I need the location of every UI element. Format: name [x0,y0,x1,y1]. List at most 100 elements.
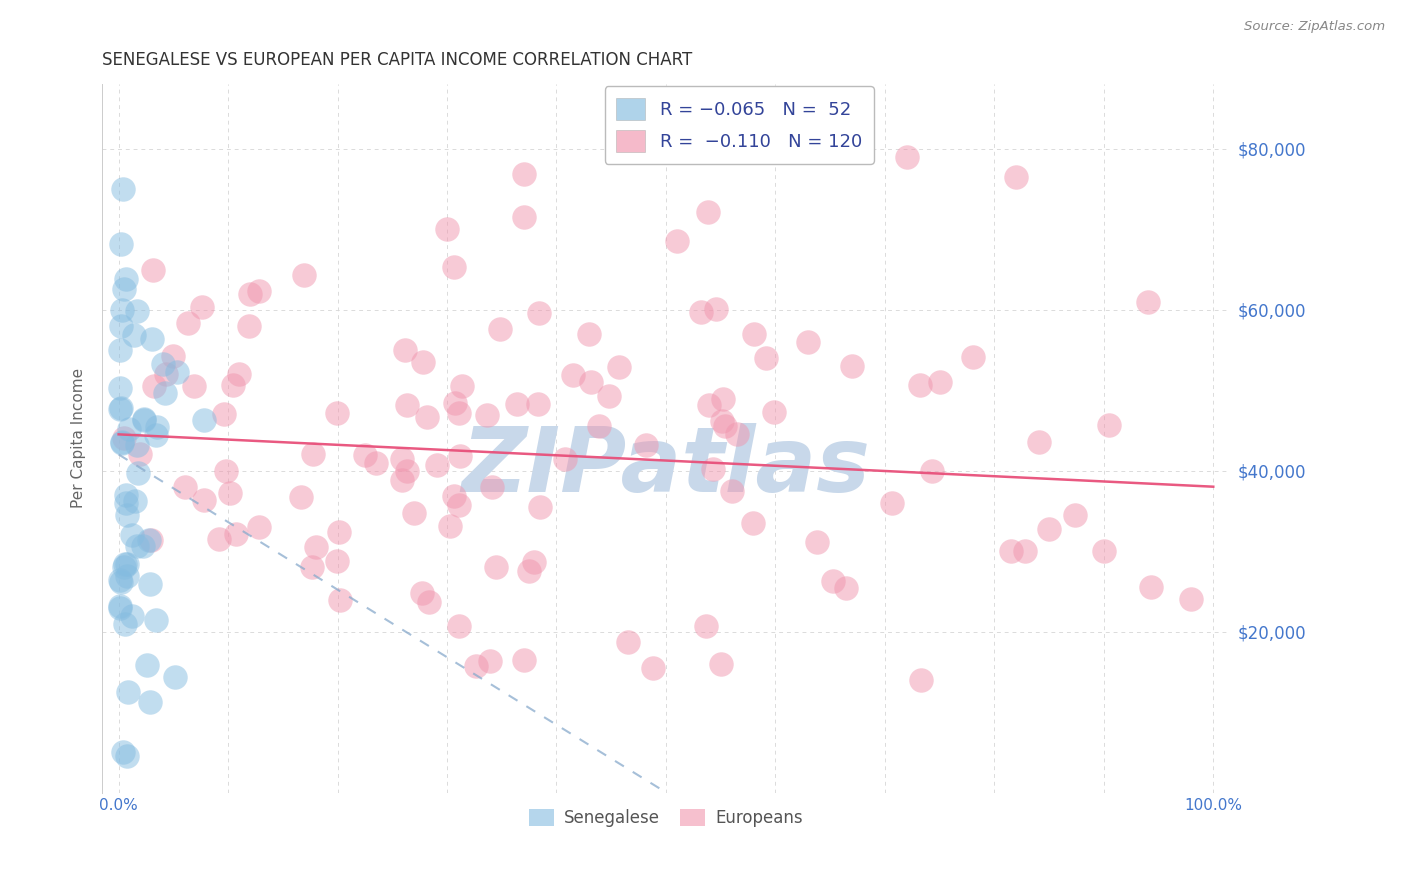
Point [121,608,143,623]
Point [125,303,148,318]
Point [702,462,724,476]
Point [183,379,205,393]
Point [475,408,498,422]
Point [527,397,550,411]
Point [115,271,138,285]
Point [1064,508,1087,522]
Point [880,496,903,510]
Point [108,601,131,615]
Y-axis label: Per Capita Income: Per Capita Income [72,368,86,508]
Point [714,419,737,434]
Point [797,334,820,349]
Point [124,494,146,508]
Point [305,541,328,555]
Point [418,595,440,609]
Point [127,466,149,480]
Point [690,305,713,319]
Point [436,222,458,236]
Point [115,488,138,502]
Point [326,406,349,420]
Point [713,392,735,406]
Point [395,464,418,478]
Point [364,456,387,470]
Point [449,449,471,463]
Point [447,619,470,633]
Point [710,657,733,671]
Point [125,438,148,452]
Point [1098,417,1121,432]
Point [117,749,139,764]
Point [328,525,350,540]
Point [117,685,139,699]
Point [928,375,950,389]
Point [806,535,828,549]
Point [135,657,157,672]
Text: SENEGALESE VS EUROPEAN PER CAPITA INCOME CORRELATION CHART: SENEGALESE VS EUROPEAN PER CAPITA INCOME… [103,51,693,69]
Point [485,560,508,574]
Point [762,404,785,418]
Point [578,326,600,341]
Point [412,355,434,369]
Point [111,435,134,450]
Point [132,413,155,427]
Point [641,661,664,675]
Point [554,451,576,466]
Point [481,480,503,494]
Legend: Senegalese, Europeans: Senegalese, Europeans [523,803,810,834]
Point [191,301,214,315]
Point [517,564,540,578]
Point [910,673,932,687]
Point [134,412,156,426]
Point [222,377,245,392]
Point [561,368,583,382]
Point [478,653,501,667]
Point [910,377,932,392]
Point [143,379,166,393]
Point [247,284,270,298]
Point [1139,581,1161,595]
Point [395,399,418,413]
Point [353,448,375,462]
Point [111,302,134,317]
Point [142,262,165,277]
Point [110,236,132,251]
Point [1000,544,1022,558]
Point [447,406,470,420]
Point [391,452,413,467]
Point [115,569,138,583]
Point [111,436,134,450]
Point [290,490,312,504]
Point [449,499,471,513]
Point [132,540,155,554]
Point [720,484,742,499]
Point [1028,434,1050,449]
Point [489,322,512,336]
Point [239,287,262,301]
Point [426,458,449,472]
Point [821,574,844,589]
Point [117,508,139,522]
Point [742,326,765,341]
Point [607,360,630,375]
Point [391,473,413,487]
Point [742,516,765,530]
Point [247,519,270,533]
Point [695,619,717,633]
Point [112,432,135,446]
Point [444,396,467,410]
Point [118,421,141,435]
Point [696,205,718,219]
Point [1180,592,1202,607]
Point [1038,522,1060,536]
Point [208,532,231,546]
Point [139,695,162,709]
Point [138,533,160,548]
Point [152,357,174,371]
Point [301,448,323,462]
Text: ZIPatlas: ZIPatlas [461,423,870,511]
Point [841,359,863,373]
Point [141,332,163,346]
Point [411,586,433,600]
Point [108,381,131,395]
Point [155,367,177,381]
